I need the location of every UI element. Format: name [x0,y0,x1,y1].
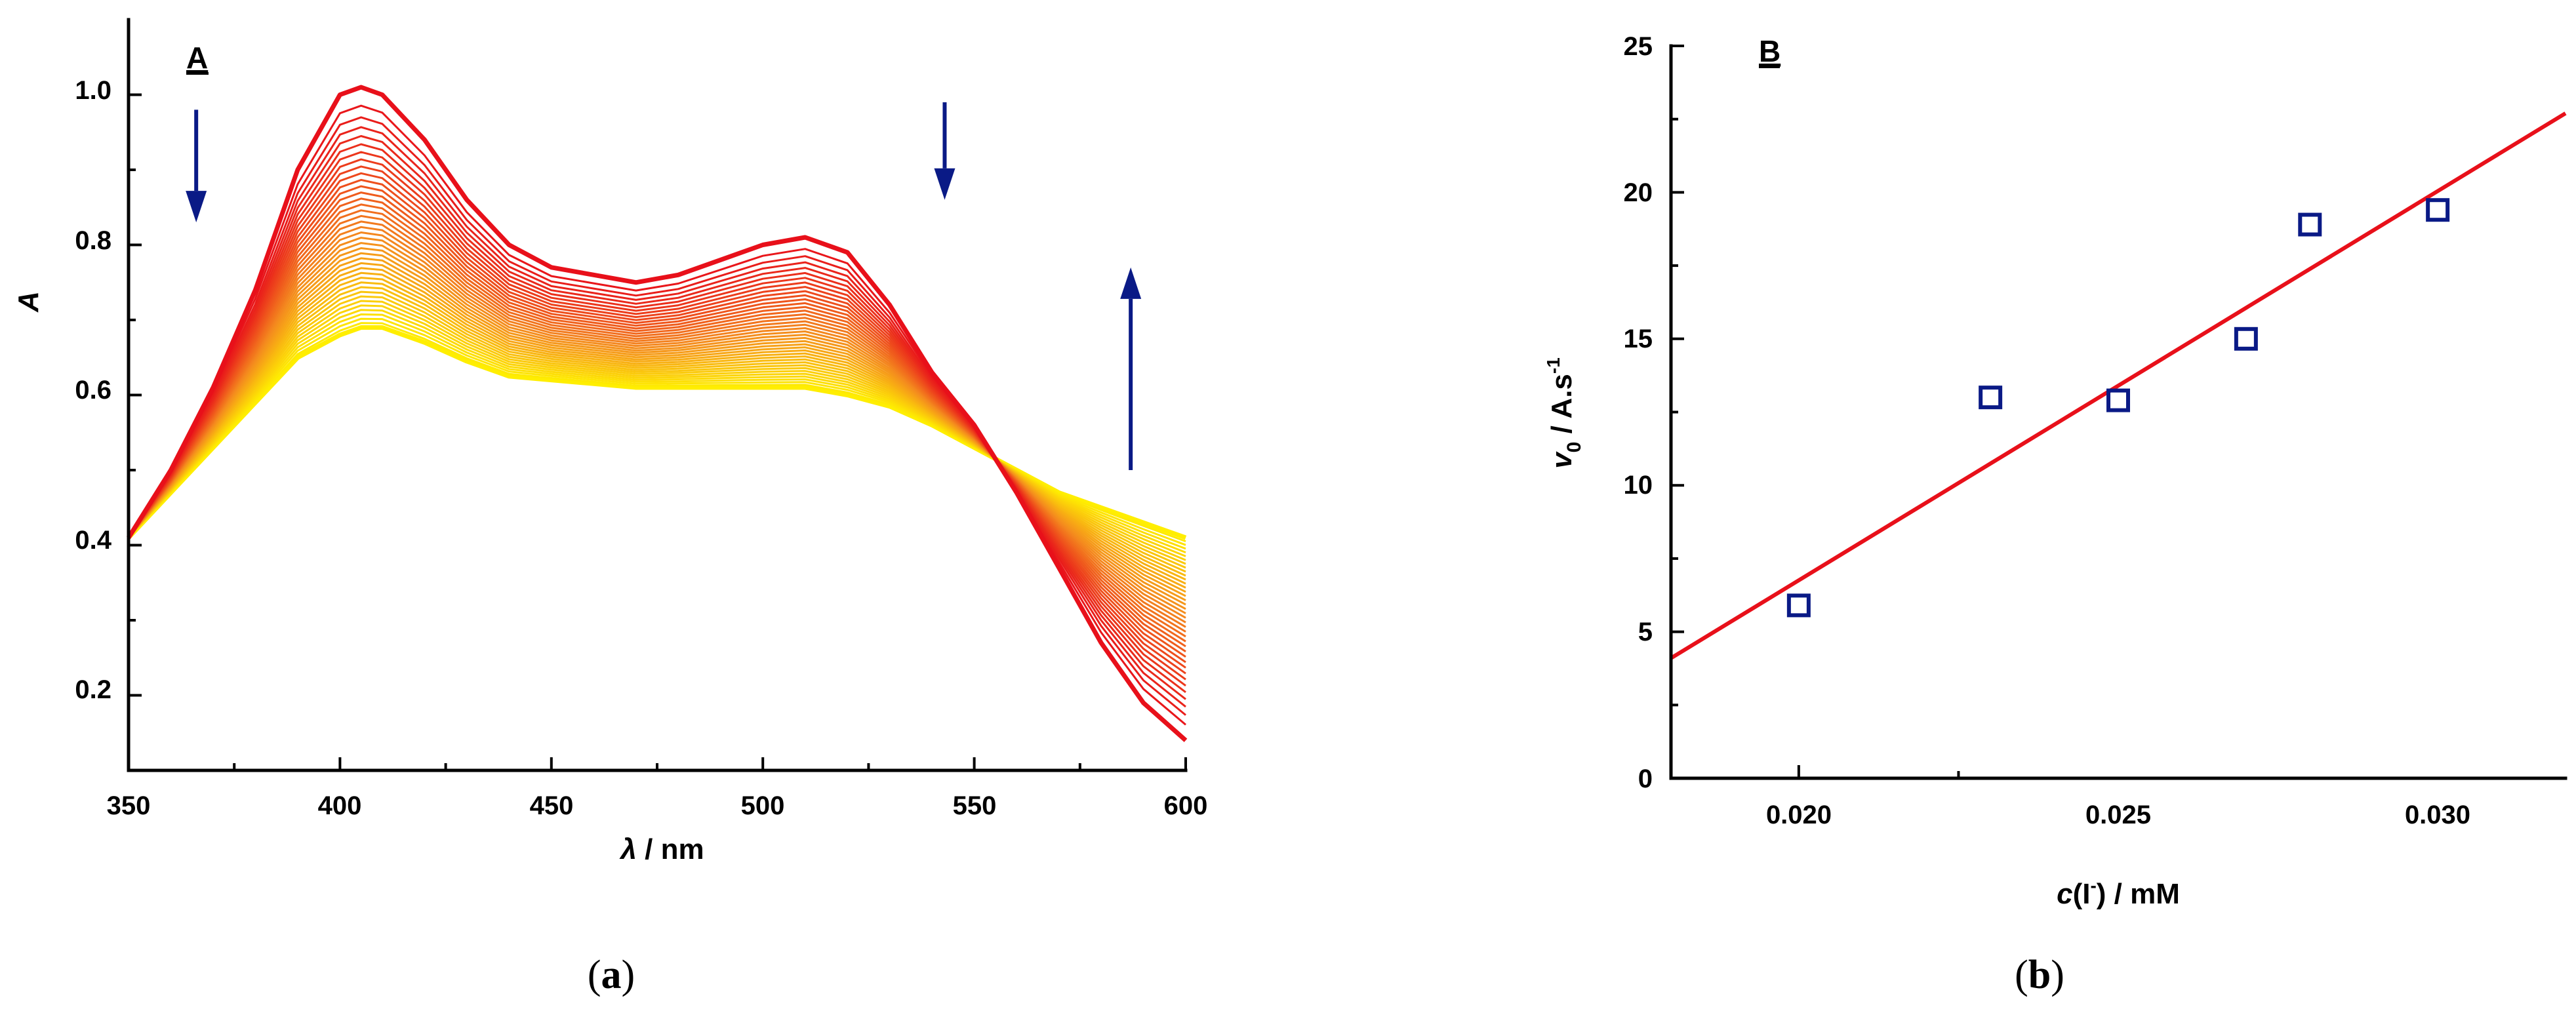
panel-b-ticks [1671,45,1960,778]
panel-a-arrow-head [934,168,956,200]
panel-a-ytick-label: 0.8 [75,226,111,255]
panel-a-xtick-label: 500 [741,791,785,820]
panel-a-spectrum-line [127,165,1186,675]
panel-a-x-axis-title: λ / nm [619,833,704,865]
panel-a-xtick-label: 350 [107,791,151,820]
panel-b-data-point [2234,327,2258,351]
panel-b-xtick-label: 0.020 [1766,801,1832,829]
panel-b-xtick-label: 0.025 [2085,801,2151,829]
panel-b-caption: (b) [2015,953,2064,997]
panel-b-data-point [2106,388,2130,412]
panel-a-label: A [186,41,208,75]
panel-a-arrow-head [186,191,207,223]
panel-a-xtick-label: 450 [530,791,574,820]
panel-a-caption: (a) [588,953,635,997]
panel-a-xtick-label: 550 [953,791,997,820]
panel-a-spectrum-line [127,116,1186,716]
panel-a-ytick-label: 0.2 [75,675,111,704]
panel-a-arrows [186,102,1142,470]
panel-a-spectrum-line [127,85,1188,742]
panel-b-fit-line [1670,111,2567,660]
panel-a-ytick-label: 0.6 [75,376,111,405]
panel-b-ytick-label: 10 [1624,471,1653,500]
panel-a-arrow-head [1120,267,1142,299]
panel-b-data-point [1786,593,1811,618]
panel-a-y-axis-title: A [12,291,45,313]
panel-b-ytick-label: 25 [1624,32,1653,61]
panel-b-xtick-label: 0.030 [2405,801,2470,829]
panel-b-ytick-label: 5 [1638,618,1653,646]
panel-b-x-axis-title: c(I-) / mM [2057,875,2180,910]
panel-b-points [1786,198,2450,618]
panel-b-y-axis-title: v0 / A.s-1 [1543,357,1585,469]
panel-a-spectra [127,85,1188,742]
panel-b-data-point [1979,386,2003,410]
panel-b: 0.020 0.025 0.030 0 5 10 15 20 25 c(I-) … [1543,32,2567,910]
panel-a-ytick-label: 0.4 [75,526,111,555]
panel-b-label: B [1759,34,1781,68]
panel-a: 350 400 450 500 550 600 0.2 0.4 0.6 0.8 … [12,18,1208,865]
panel-a-xtick-label: 600 [1164,791,1208,820]
panel-b-data-point [2298,212,2322,237]
panel-b-data-point [2426,198,2450,222]
panel-b-ytick-label: 15 [1624,325,1653,353]
panel-b-ytick-label: 20 [1624,178,1653,207]
panel-a-ytick-label: 1.0 [75,76,111,105]
panel-a-xtick-label: 400 [318,791,362,820]
panel-b-ytick-label: 0 [1638,764,1653,793]
